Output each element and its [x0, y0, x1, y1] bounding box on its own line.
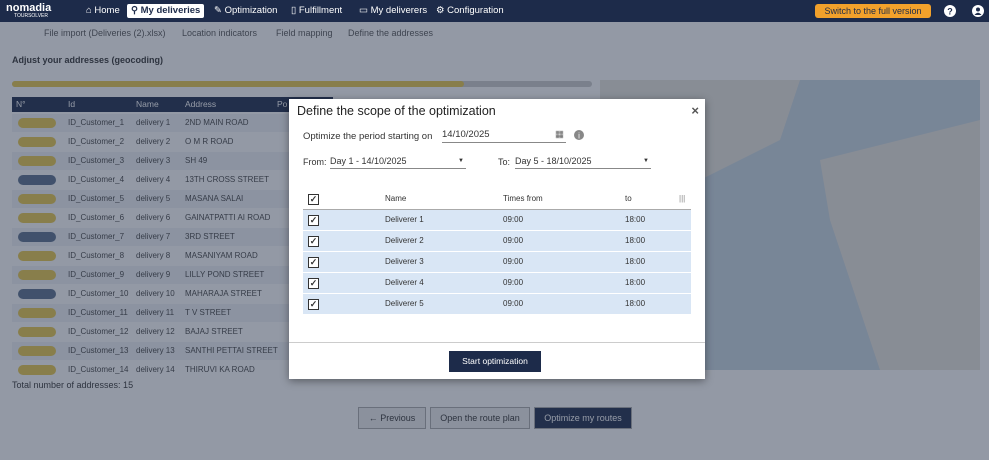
to-label: To:: [498, 157, 511, 167]
nav-item[interactable]: ⌂ Home: [86, 5, 120, 16]
help-icon[interactable]: ?: [944, 5, 956, 17]
user-icon[interactable]: [972, 5, 984, 17]
to-select[interactable]: Day 5 - 18/10/2025 ▼: [515, 154, 651, 169]
row-checkbox[interactable]: ✓: [308, 299, 319, 310]
col-header: to: [625, 194, 632, 203]
nav-label: My deliverers: [370, 5, 428, 16]
nav-item[interactable]: ▯ Fulfillment: [291, 5, 343, 16]
logo-sub: TOURSOLVER: [14, 13, 48, 19]
deliverer-cell: 18:00: [625, 236, 646, 245]
navbar: nomadia TOURSOLVER Switch to the full ve…: [0, 0, 989, 22]
deliverer-cell: Deliverer 3: [385, 257, 424, 266]
optimization-dialog: Define the scope of the optimization × O…: [289, 99, 705, 379]
start-optimization-button[interactable]: Start optimization: [449, 351, 541, 372]
logo[interactable]: nomadia: [6, 2, 52, 14]
deliverer-cell: 18:00: [625, 215, 646, 224]
to-value: Day 5 - 18/10/2025: [515, 156, 592, 166]
deliverer-row: ✓ Deliverer 2 09:00 18:00: [303, 231, 691, 252]
svg-text:?: ?: [947, 7, 953, 17]
row-checkbox[interactable]: ✓: [308, 278, 319, 289]
from-value: Day 1 - 14/10/2025: [330, 156, 407, 166]
nav-label: Fulfillment: [298, 5, 343, 16]
deliverer-cell: 18:00: [625, 278, 646, 287]
from-select[interactable]: Day 1 - 14/10/2025 ▼: [330, 154, 466, 169]
nav-label: My deliveries: [140, 5, 201, 16]
deliverer-cell: 09:00: [503, 236, 524, 245]
deliverer-cell: 09:00: [503, 299, 524, 308]
nav-item[interactable]: ⚲ My deliveries: [127, 4, 205, 18]
close-button[interactable]: ×: [691, 103, 699, 118]
divider: [289, 342, 705, 343]
nav-item[interactable]: ▭ My deliverers: [359, 5, 428, 16]
col-header: Times from: [503, 194, 543, 203]
switch-version-button[interactable]: Switch to the full version: [815, 4, 931, 18]
deliverer-cell: 09:00: [503, 215, 524, 224]
period-label: Optimize the period starting on: [303, 131, 433, 142]
svg-text:i: i: [578, 132, 580, 141]
row-checkbox[interactable]: ✓: [308, 236, 319, 247]
deliverer-cell: 09:00: [503, 257, 524, 266]
deliverer-row: ✓ Deliverer 5 09:00 18:00: [303, 294, 691, 315]
row-checkbox[interactable]: ✓: [308, 215, 319, 226]
deliverer-row: ✓ Deliverer 3 09:00 18:00: [303, 252, 691, 273]
select-all-checkbox[interactable]: ✓: [308, 194, 319, 205]
column-menu-icon[interactable]: |||: [679, 194, 686, 203]
deliverer-table-header: ✓ Name Times from to |||: [303, 188, 691, 210]
nav-label: Home: [94, 5, 120, 16]
nav-label: Optimization: [224, 5, 278, 16]
period-date-input[interactable]: 14/10/2025 ▦: [442, 128, 566, 143]
period-date: 14/10/2025: [442, 129, 490, 140]
deliverer-cell: Deliverer 2: [385, 236, 424, 245]
deliverer-cell: 09:00: [503, 278, 524, 287]
info-icon[interactable]: i: [574, 130, 584, 140]
deliverer-row: ✓ Deliverer 4 09:00 18:00: [303, 273, 691, 294]
dialog-title: Define the scope of the optimization: [297, 104, 496, 118]
deliverer-cell: Deliverer 5: [385, 299, 424, 308]
deliverer-cell: 18:00: [625, 257, 646, 266]
nav-label: Configuration: [447, 5, 504, 16]
deliverer-cell: 18:00: [625, 299, 646, 308]
from-label: From:: [303, 157, 327, 167]
deliverer-cell: Deliverer 4: [385, 278, 424, 287]
deliverer-row: ✓ Deliverer 1 09:00 18:00: [303, 210, 691, 231]
row-checkbox[interactable]: ✓: [308, 257, 319, 268]
nav-item[interactable]: ✎ Optimization: [214, 5, 278, 16]
deliverer-cell: Deliverer 1: [385, 215, 424, 224]
col-header: Name: [385, 194, 407, 203]
nav-item[interactable]: ⚙ Configuration: [436, 5, 504, 16]
